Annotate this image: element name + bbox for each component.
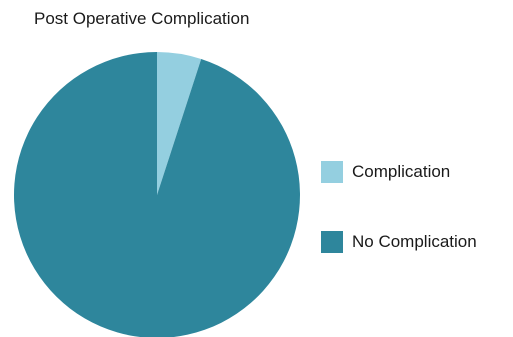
- legend-swatch-no-complication: [321, 231, 343, 253]
- legend: Complication No Complication: [321, 158, 477, 256]
- chart-title: Post Operative Complication: [34, 9, 250, 28]
- legend-item-complication: Complication: [321, 158, 477, 186]
- slice-complication: [157, 52, 202, 195]
- legend-item-no-complication: No Complication: [321, 228, 477, 256]
- legend-label-complication: Complication: [352, 162, 451, 181]
- legend-label-no-complication: No Complication: [352, 232, 477, 251]
- legend-swatch-complication: [321, 161, 343, 183]
- slice-no-complication: [14, 52, 300, 337]
